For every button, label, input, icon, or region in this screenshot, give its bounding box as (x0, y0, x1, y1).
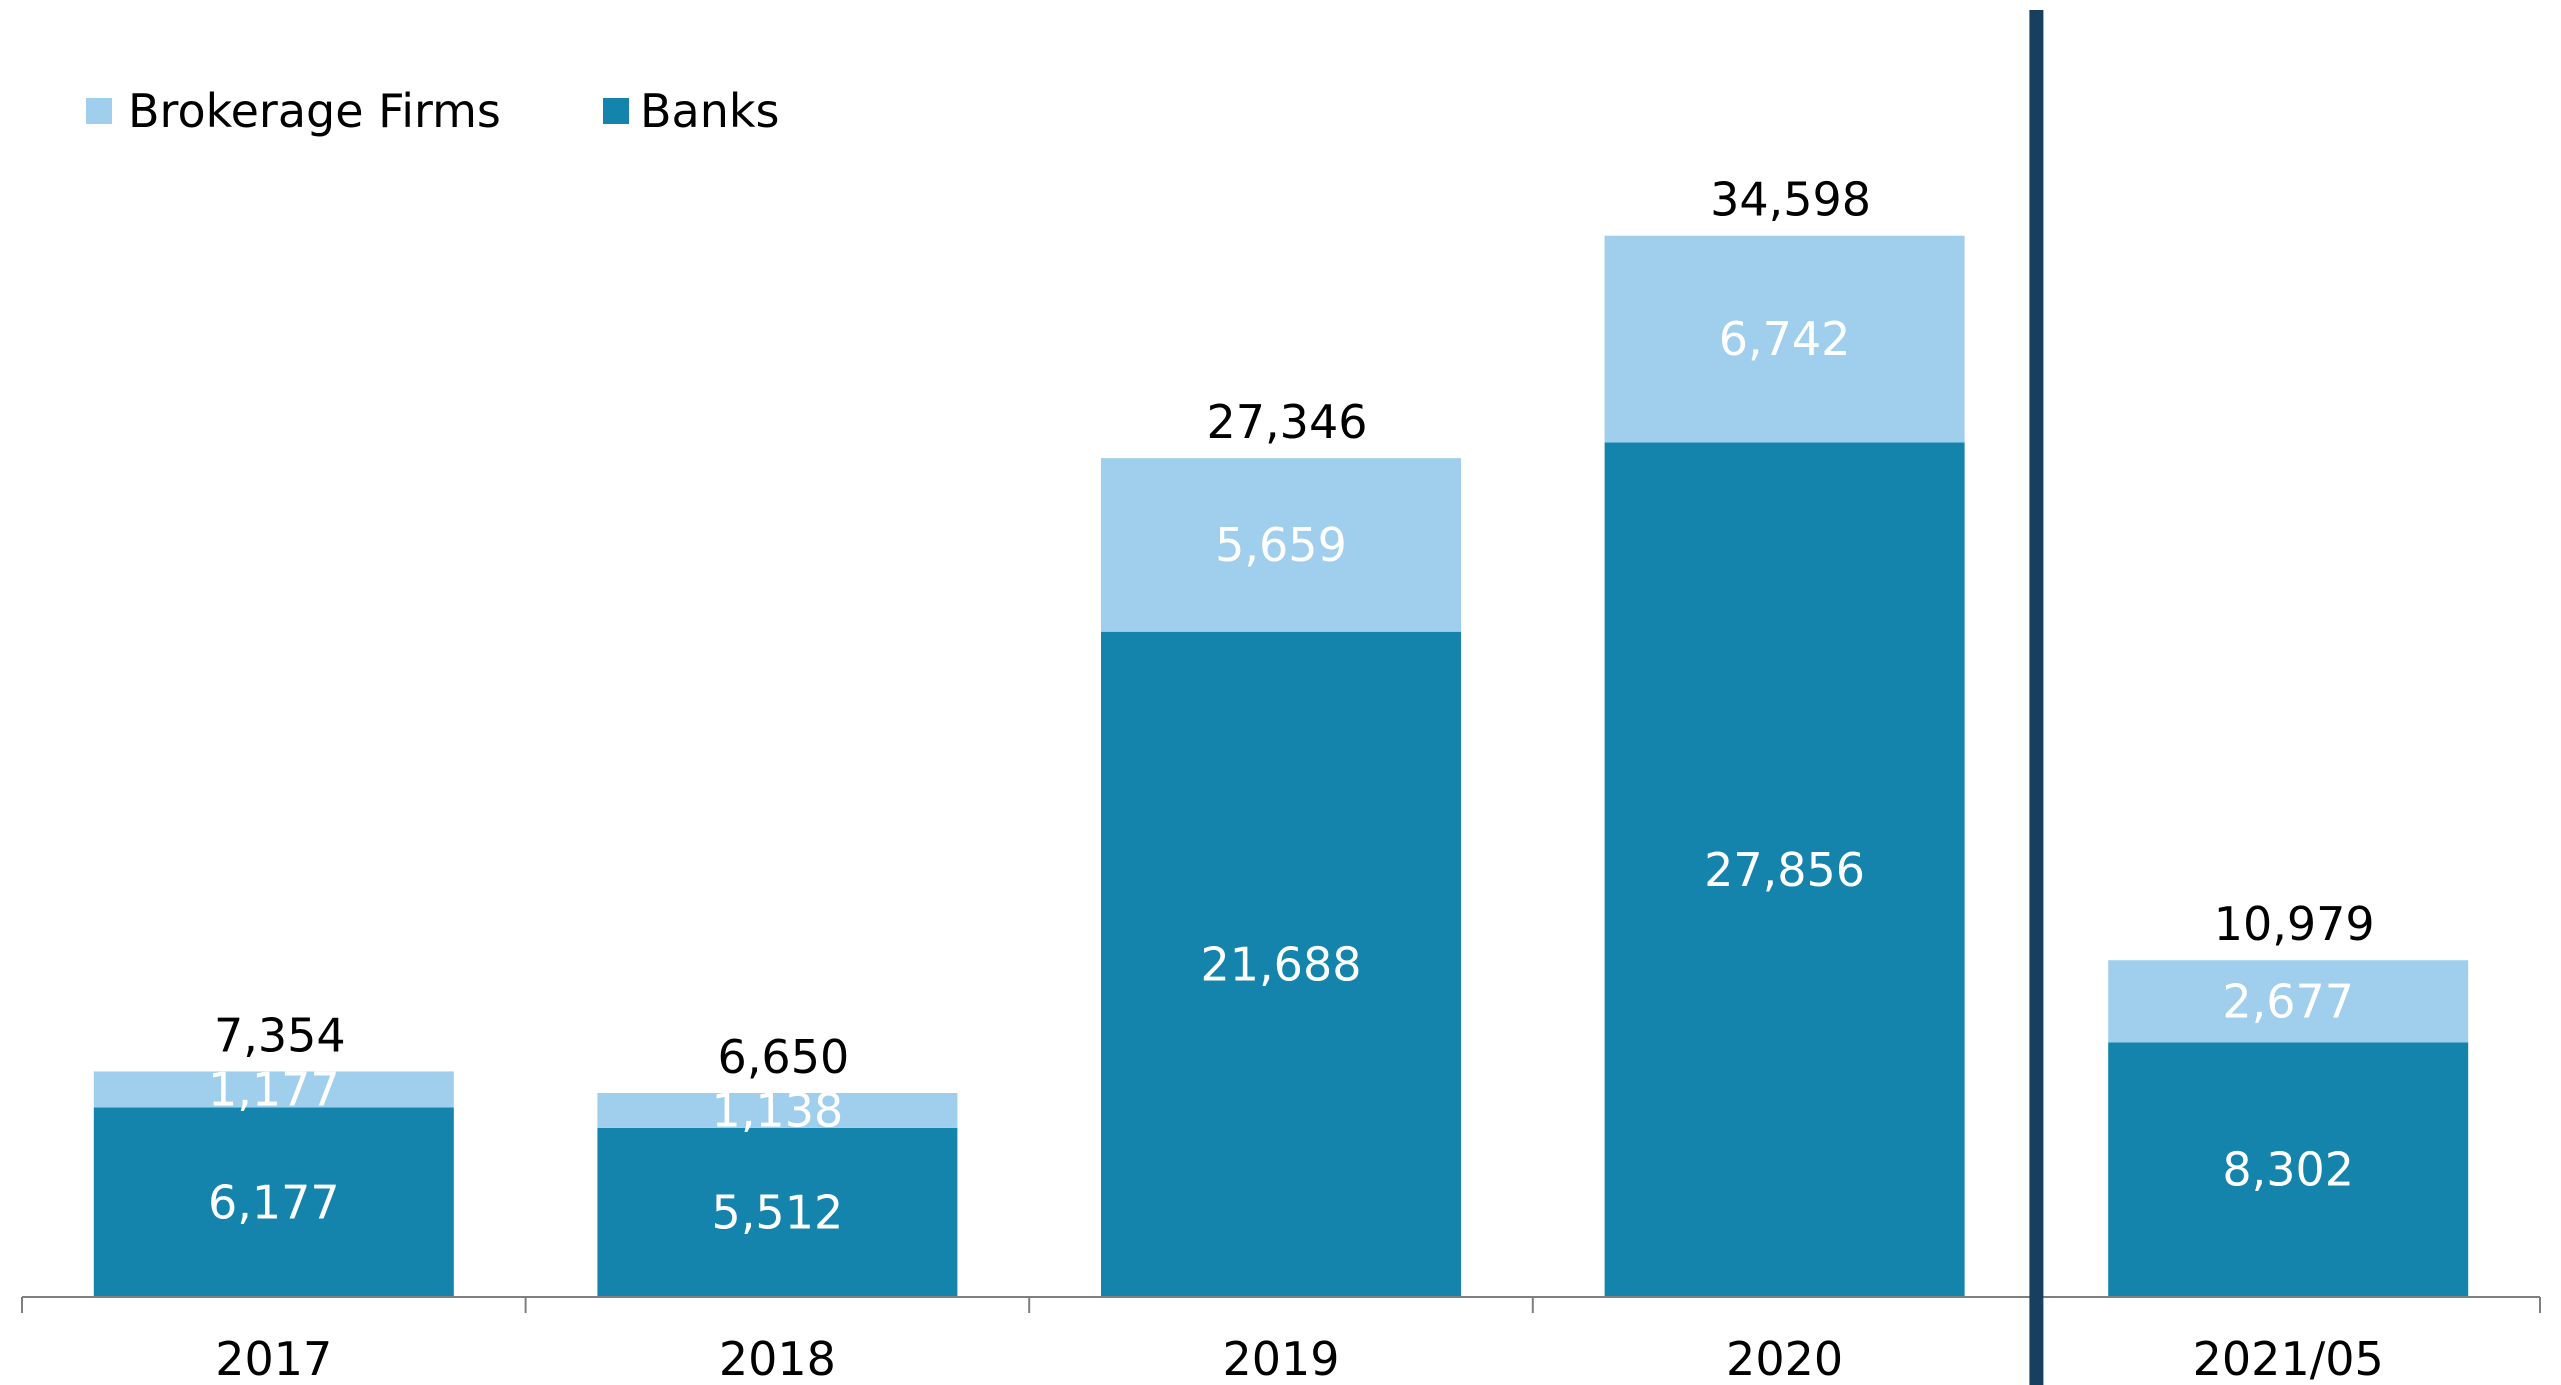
bar-brokerage-firms-2017 (93, 1071, 454, 1108)
bar-banks-2021-05 (2108, 1042, 2469, 1297)
segment-label-brokerage-firms-2018: 1,138 (712, 1083, 844, 1137)
legend-swatch-brokerage-firms (86, 98, 112, 124)
segment-label-banks-2018: 5,512 (712, 1185, 844, 1239)
x-tick-label-2018: 2018 (719, 1332, 836, 1385)
bar-banks-2020 (1604, 442, 1965, 1297)
segment-label-brokerage-firms-2021-05: 2,677 (2222, 974, 2354, 1028)
legend-label-brokerage-firms: Brokerage Firms (128, 84, 501, 138)
chart-legend: Brokerage Firms Banks (86, 84, 780, 138)
segment-label-banks-2019: 21,688 (1201, 937, 1362, 991)
total-label-2019: 27,346 (1207, 395, 1368, 449)
bar-brokerage-firms-2020 (1604, 235, 1965, 443)
x-tick-label-2020: 2020 (1726, 1332, 1843, 1385)
x-tick-label-2021-05: 2021/05 (2193, 1332, 2384, 1385)
bar-brokerage-firms-2021-05 (2108, 960, 2469, 1043)
total-label-2017: 7,354 (214, 1008, 346, 1062)
bar-banks-2017 (93, 1107, 454, 1297)
x-axis: 2017 2018 2019 2020 2021/05 (21, 10, 2541, 1385)
segment-label-brokerage-firms-2019: 5,659 (1215, 518, 1347, 572)
segment-label-banks-2017: 6,177 (208, 1175, 340, 1229)
bars-group (93, 235, 2469, 1297)
legend-label-banks: Banks (640, 84, 780, 138)
x-tick-label-2017: 2017 (215, 1332, 332, 1385)
total-label-2021-05: 10,979 (2214, 897, 2375, 951)
bar-banks-2018 (597, 1127, 958, 1297)
bar-brokerage-firms-2019 (1101, 458, 1461, 632)
bar-banks-2019 (1101, 631, 1461, 1297)
total-label-2018: 6,650 (718, 1030, 850, 1084)
segment-label-banks-2020: 27,856 (1704, 843, 1865, 897)
bar-brokerage-firms-2018 (597, 1093, 958, 1128)
segment-label-banks-2021-05: 8,302 (2222, 1143, 2354, 1197)
total-label-2020: 34,598 (1710, 173, 1871, 227)
x-tick-label-2019: 2019 (1222, 1332, 1339, 1385)
segment-label-brokerage-firms-2020: 6,742 (1719, 312, 1851, 366)
segment-label-brokerage-firms-2017: 1,177 (208, 1062, 340, 1116)
legend-swatch-banks (603, 98, 629, 124)
